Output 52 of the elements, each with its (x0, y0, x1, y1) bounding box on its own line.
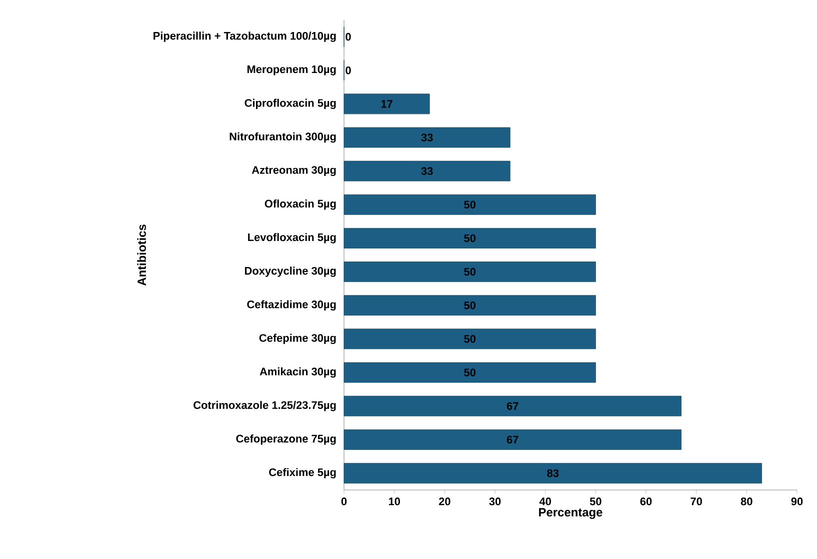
x-tick-label: 90 (791, 498, 803, 506)
y-tick-label: Doxycycline 30µg (245, 266, 336, 277)
y-tick-label: Cefoperazone 75µg (236, 434, 336, 445)
x-tick-label: 50 (590, 498, 602, 506)
data-label: 33 (421, 134, 433, 142)
data-label: 67 (506, 402, 518, 410)
data-label: 17 (381, 100, 392, 108)
data-label: 50 (464, 301, 476, 310)
data-label: 0 (346, 66, 351, 74)
x-tick-label: 30 (489, 498, 501, 506)
y-tick-label: Ciprofloxacin 5µg (244, 98, 336, 110)
x-tick-label: 20 (438, 498, 450, 506)
data-label: 50 (464, 268, 476, 276)
y-axis-title: Antibiotics (137, 224, 146, 286)
y-tick-label: Ceftazidime 30µg (247, 300, 336, 310)
bar (344, 228, 596, 248)
data-label: 0 (346, 32, 351, 41)
x-axis-title: Percentage (539, 508, 602, 519)
x-tick-label: 80 (740, 498, 752, 506)
data-label: 50 (464, 200, 476, 209)
bar (344, 127, 510, 148)
data-label: 83 (547, 469, 559, 478)
bar (344, 295, 596, 316)
bar (344, 328, 596, 350)
x-tick-label: 40 (539, 498, 551, 506)
x-tick-label: 60 (640, 498, 652, 506)
data-label: 67 (506, 436, 518, 444)
y-tick-label: Ofloxacin 5µg (264, 200, 336, 210)
x-tick-label: 70 (690, 498, 702, 506)
bar (344, 463, 762, 484)
data-label: 50 (464, 368, 476, 376)
bar (344, 94, 430, 114)
y-tick-label: Cotrimoxazole 1.25/23.75µg (194, 400, 336, 412)
data-label: 33 (421, 167, 433, 175)
y-tick-label: Nitrofurantoin 300µg (230, 132, 336, 143)
y-tick-label: Cefepime 30µg (259, 334, 336, 344)
y-tick-label: Piperacillin + Tazobactum 100/10µg (154, 32, 336, 42)
bar (344, 429, 682, 450)
x-tick-label: 0 (341, 498, 347, 506)
y-tick-label: Levofloxacin 5µg (248, 233, 336, 244)
x-tick-label: 10 (388, 498, 400, 506)
y-tick-label: Cefixime 5µg (269, 468, 336, 478)
y-tick-label: Amikacin 30µg (260, 367, 336, 378)
y-tick-label: Aztreonam 30µg (252, 166, 336, 176)
bar (344, 362, 596, 383)
y-tick-label: Meropenem 10µg (247, 65, 336, 76)
bar (344, 396, 682, 416)
data-label: 50 (464, 335, 476, 343)
bar (344, 160, 510, 182)
bar (344, 262, 596, 282)
data-label: 50 (464, 234, 476, 242)
bar (344, 194, 596, 215)
